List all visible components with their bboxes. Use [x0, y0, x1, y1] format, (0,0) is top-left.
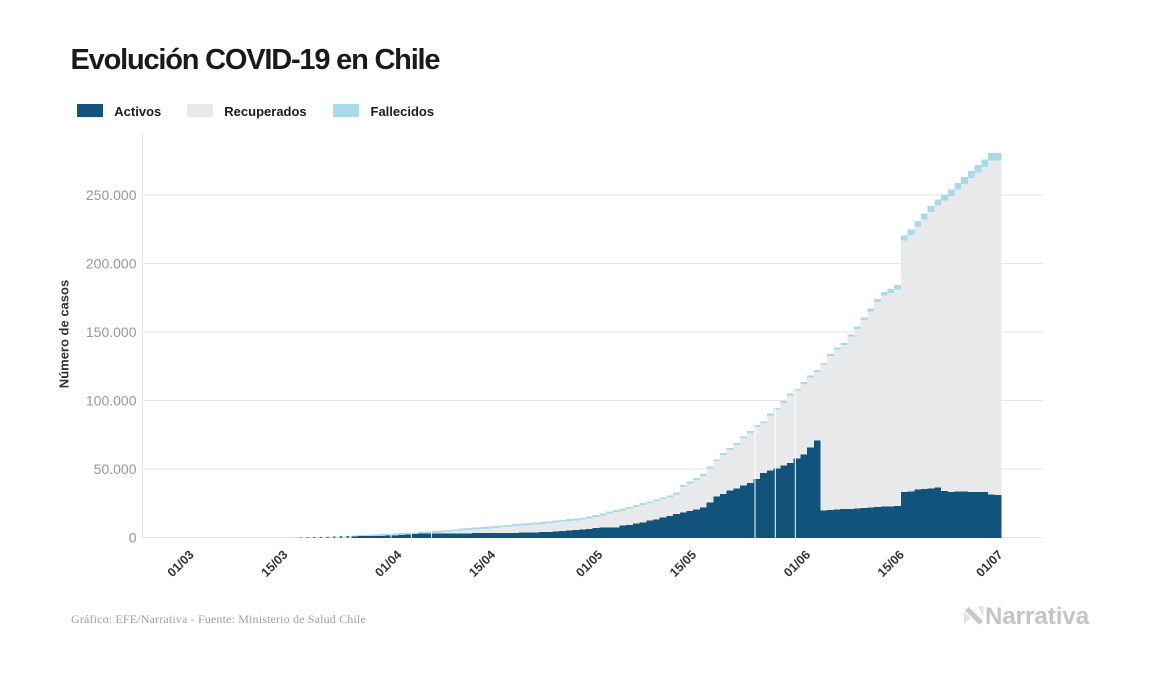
svg-text:250.000: 250.000: [86, 187, 137, 203]
svg-text:01/03: 01/03: [165, 548, 197, 580]
svg-text:50.000: 50.000: [94, 461, 137, 477]
svg-text:0: 0: [129, 530, 137, 546]
svg-text:15/04: 15/04: [466, 548, 498, 580]
svg-text:200.000: 200.000: [86, 256, 137, 272]
svg-text:01/06: 01/06: [781, 548, 813, 580]
svg-text:Número de casos: Número de casos: [57, 280, 72, 388]
svg-text:01/04: 01/04: [372, 548, 404, 580]
svg-text:01/07: 01/07: [973, 548, 1005, 580]
svg-text:15/06: 15/06: [875, 548, 907, 580]
svg-text:150.000: 150.000: [86, 324, 137, 340]
svg-text:15/03: 15/03: [258, 548, 290, 580]
svg-text:100.000: 100.000: [86, 393, 137, 409]
svg-text:15/05: 15/05: [667, 548, 699, 580]
svg-text:01/05: 01/05: [573, 548, 605, 580]
